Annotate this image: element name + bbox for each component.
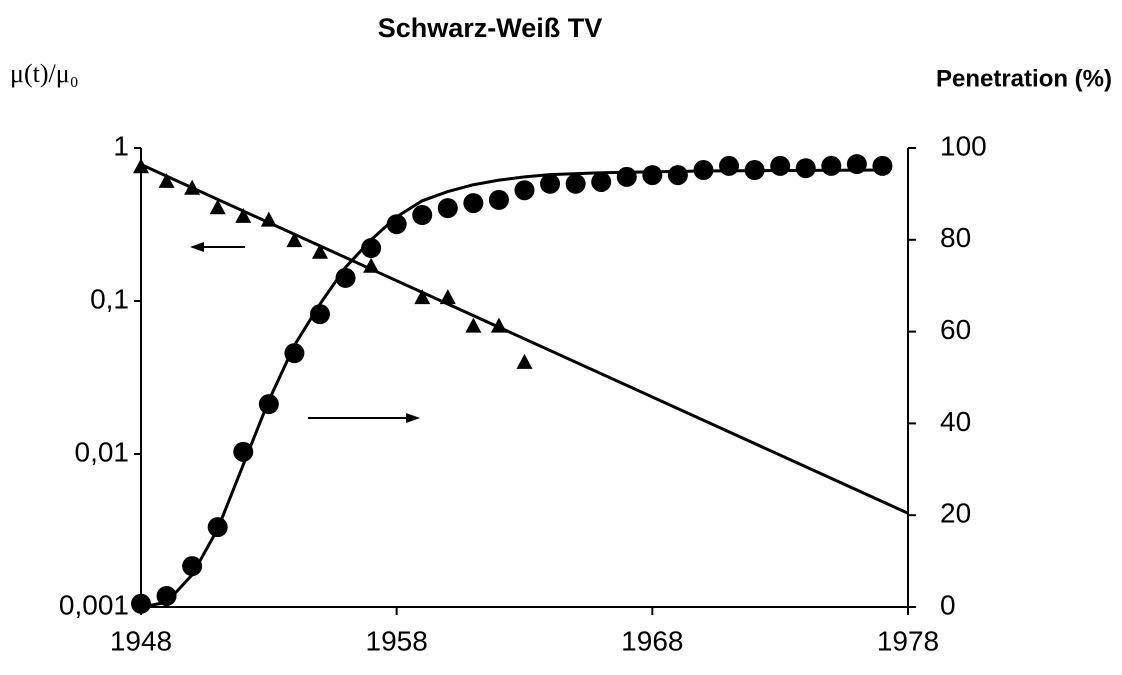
y-tick-label: 0,01	[75, 436, 130, 467]
circle-marker	[565, 173, 586, 194]
circle-marker	[386, 214, 407, 235]
y2-tick-label: 0	[940, 589, 956, 620]
y2-tick-label: 20	[940, 498, 971, 529]
triangle-marker	[516, 353, 533, 369]
triangle-marker	[286, 232, 303, 248]
y-tick-label: 0,1	[90, 283, 129, 314]
circle-marker	[156, 585, 177, 606]
arrow-right	[308, 413, 420, 423]
fit-line	[140, 163, 909, 515]
y2-tick-label: 60	[940, 314, 971, 345]
triangle-marker	[363, 257, 380, 273]
circle-marker	[514, 180, 535, 201]
triangle-marker	[439, 289, 456, 305]
circle-marker	[437, 198, 458, 219]
circle-marker	[770, 155, 791, 176]
circle-marker	[412, 205, 433, 226]
circle-marker	[872, 155, 893, 176]
triangle-marker	[158, 172, 175, 188]
y-tick-label: 1	[113, 130, 129, 161]
circle-marker	[131, 593, 151, 614]
triangle-marker	[235, 207, 252, 223]
y2-tick-label: 40	[940, 406, 971, 437]
chart-title: Schwarz-Weiß TV	[378, 13, 603, 43]
x-tick-label: 1978	[877, 625, 939, 656]
circle-marker	[309, 304, 330, 325]
circle-marker	[795, 158, 816, 179]
circle-marker	[667, 165, 688, 186]
y-axis-label: μ(t)/μ₀	[10, 59, 79, 88]
x-tick-label: 1968	[621, 625, 683, 656]
x-tick-label: 1958	[366, 625, 428, 656]
circle-marker	[488, 189, 509, 210]
circle-marker	[463, 193, 484, 214]
y2-tick-label: 100	[940, 130, 987, 161]
fit-line	[140, 168, 883, 609]
x-tick-label: 1948	[110, 625, 172, 656]
triangle-marker	[414, 289, 431, 305]
y2-tick-label: 80	[940, 222, 971, 253]
circle-marker	[616, 166, 637, 187]
circle-marker	[719, 155, 740, 176]
triangle-marker	[311, 243, 328, 259]
circle-marker	[821, 155, 842, 176]
triangle-marker	[209, 199, 226, 215]
y-tick-label: 0,001	[59, 589, 129, 620]
circle-marker	[642, 165, 663, 186]
circle-marker	[540, 173, 561, 194]
circle-marker	[182, 556, 203, 577]
y2-axis-label: Penetration (%)	[936, 65, 1112, 92]
arrow-left	[190, 242, 245, 252]
circle-marker	[591, 171, 612, 192]
triangle-marker	[465, 317, 482, 333]
circle-marker	[233, 441, 254, 462]
